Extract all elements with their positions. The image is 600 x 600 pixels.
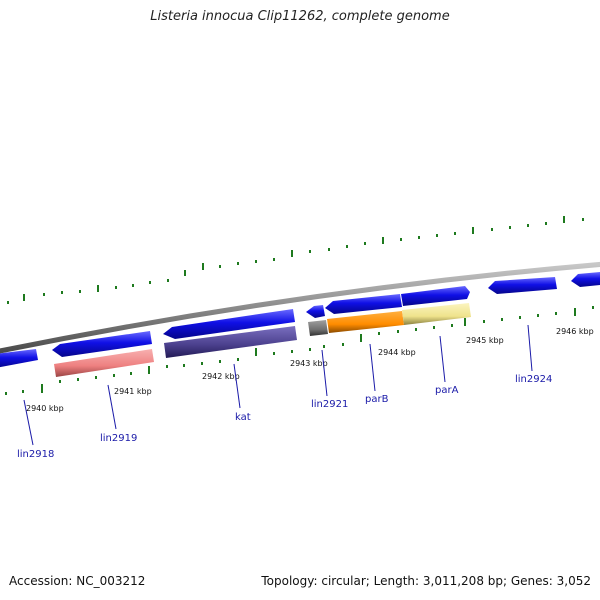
kbp-labels: 2940 kbp 2941 kbp 2942 kbp 2943 kbp 2944… xyxy=(26,327,594,413)
genome-backbone xyxy=(0,261,600,354)
gene-label-parB[interactable]: parB xyxy=(365,394,389,405)
gene-lin2921-block[interactable] xyxy=(308,320,328,336)
kbp-label: 2940 kbp xyxy=(26,404,64,413)
gene-labels: lin2918 lin2919 kat lin2921 parB parA li… xyxy=(17,374,552,460)
kbp-label: 2943 kbp xyxy=(290,359,328,368)
gene-label-lin2921[interactable]: lin2921 xyxy=(311,399,348,410)
kbp-label: 2946 kbp xyxy=(556,327,594,336)
cds-arrow[interactable] xyxy=(0,349,38,368)
cds-arrow[interactable] xyxy=(163,309,295,339)
cds-arrow[interactable] xyxy=(488,277,557,294)
cds-arrow[interactable] xyxy=(306,305,325,318)
upper-tick-row xyxy=(7,216,584,304)
topology-text: Topology: circular; Length: 3,011,208 bp… xyxy=(261,574,591,588)
kbp-label: 2945 kbp xyxy=(466,336,504,345)
gene-lin2919-block[interactable] xyxy=(54,349,154,377)
cds-track xyxy=(0,272,600,368)
kbp-label: 2944 kbp xyxy=(378,348,416,357)
cds-arrow[interactable] xyxy=(52,331,152,357)
accession-text: Accession: NC_003212 xyxy=(9,574,146,588)
kbp-label: 2941 kbp xyxy=(114,387,152,396)
cds-arrow[interactable] xyxy=(325,294,402,314)
gene-label-kat[interactable]: kat xyxy=(235,412,251,423)
gene-label-lin2924[interactable]: lin2924 xyxy=(515,374,552,385)
cds-arrow[interactable] xyxy=(401,286,470,306)
gene-leader-lines xyxy=(23,324,533,446)
lower-tick-row xyxy=(5,306,594,395)
gene-parA-block[interactable] xyxy=(402,303,471,325)
kbp-label: 2942 kbp xyxy=(202,372,240,381)
cds-arrow[interactable] xyxy=(571,272,600,287)
map-title: Listeria innocua Clip11262, complete gen… xyxy=(150,9,450,24)
gene-label-lin2918[interactable]: lin2918 xyxy=(17,449,54,460)
gene-parB-block[interactable] xyxy=(327,311,404,333)
gene-kat-block[interactable] xyxy=(164,326,297,358)
gene-label-parA[interactable]: parA xyxy=(435,385,459,396)
gene-label-lin2919[interactable]: lin2919 xyxy=(100,433,137,444)
gene-track xyxy=(54,303,471,377)
